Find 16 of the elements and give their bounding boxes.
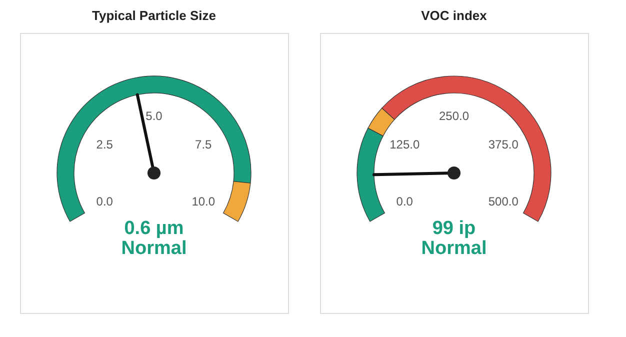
chart-title: Typical Particle Size — [92, 8, 216, 23]
text: 10.0 — [192, 194, 216, 208]
text: 99 ip — [432, 218, 476, 239]
text: 0.6 µm — [124, 218, 184, 239]
text: 0.0 — [396, 194, 414, 208]
text: 375.0 — [488, 138, 519, 152]
text: 125.0 — [390, 138, 420, 152]
text: 500.0 — [488, 194, 519, 208]
text: 7.5 — [195, 138, 212, 152]
text: 250.0 — [438, 109, 470, 123]
text: 0.0 — [96, 194, 114, 208]
text: 5.0 — [146, 109, 163, 123]
text: Normal — [121, 238, 187, 259]
chart-title: VOC index — [421, 8, 488, 23]
text: Normal — [421, 238, 487, 259]
text: 2.5 — [96, 138, 114, 152]
